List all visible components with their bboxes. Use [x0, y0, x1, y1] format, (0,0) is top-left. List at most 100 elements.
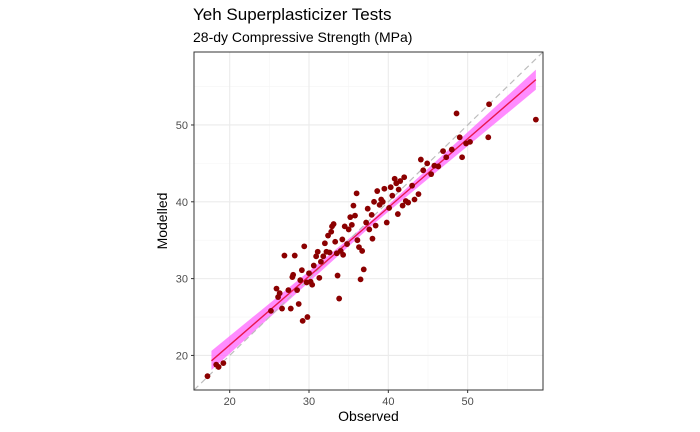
data-point — [275, 294, 281, 300]
data-point — [448, 146, 455, 153]
data-point — [467, 138, 473, 145]
data-point — [318, 258, 324, 265]
data-point — [350, 202, 357, 209]
data-point — [291, 252, 298, 259]
data-point — [359, 248, 366, 254]
data-point — [314, 248, 321, 255]
minor-gridlines — [194, 52, 543, 390]
data-point — [456, 134, 463, 141]
data-point — [485, 134, 492, 141]
data-point — [299, 317, 306, 324]
data-point — [290, 271, 297, 278]
data-point — [330, 221, 337, 227]
data-point — [381, 185, 388, 192]
data-point — [397, 178, 404, 184]
data-point — [298, 267, 305, 274]
y-axis-ticks: 20 30 40 50 — [176, 120, 194, 362]
data-point — [405, 199, 412, 206]
x-axis-ticks: 20 30 40 50 — [224, 390, 474, 408]
data-point — [281, 252, 288, 259]
data-point — [356, 244, 362, 251]
data-point — [341, 223, 348, 230]
data-point — [443, 154, 450, 161]
data-point — [347, 214, 354, 221]
data-point — [420, 167, 427, 174]
data-point — [363, 219, 370, 226]
data-point — [366, 226, 373, 233]
data-point — [297, 277, 304, 284]
data-point — [440, 148, 446, 154]
data-point — [395, 186, 402, 193]
data-point — [301, 243, 308, 250]
data-point — [387, 184, 394, 191]
data-point — [310, 262, 317, 269]
data-point — [304, 314, 311, 320]
x-tick-label: 20 — [224, 396, 236, 408]
data-point — [295, 301, 302, 307]
data-point — [453, 110, 460, 117]
panel-border — [193, 51, 544, 391]
data-point — [320, 253, 327, 260]
data-point — [313, 253, 320, 260]
data-point — [415, 191, 422, 198]
data-point — [215, 364, 222, 370]
data-point — [336, 295, 343, 302]
data-point — [409, 182, 416, 189]
data-points — [204, 101, 539, 380]
data-point — [532, 116, 539, 123]
data-point — [371, 198, 377, 205]
data-point — [372, 222, 379, 229]
y-tick-label: 20 — [176, 350, 188, 362]
data-point — [486, 101, 492, 108]
chart-title: Yeh Superplasticizer Tests — [193, 5, 392, 24]
data-point — [399, 202, 406, 209]
data-point — [287, 305, 294, 312]
data-point — [348, 221, 355, 228]
data-point — [316, 274, 323, 281]
fit-line — [210, 79, 537, 362]
fit-line-layer — [210, 79, 537, 362]
y-tick-label: 50 — [176, 120, 188, 132]
data-point — [369, 235, 376, 242]
data-point — [332, 238, 339, 245]
data-point — [334, 272, 341, 279]
data-point — [339, 236, 346, 243]
x-tick-label: 40 — [382, 396, 394, 408]
data-point — [379, 198, 386, 205]
y-axis-title: Modelled — [154, 193, 170, 250]
data-point — [345, 226, 352, 233]
data-point — [220, 360, 227, 367]
y-tick-label: 40 — [176, 197, 188, 209]
data-point — [268, 307, 274, 314]
data-point — [383, 219, 390, 226]
data-point — [344, 241, 350, 247]
data-point — [326, 249, 333, 256]
data-point — [340, 251, 347, 258]
data-point — [364, 205, 371, 212]
data-point — [352, 212, 358, 219]
x-tick-label: 30 — [303, 396, 315, 408]
data-point — [374, 188, 381, 194]
data-point — [309, 281, 316, 288]
data-point — [386, 205, 393, 211]
data-point — [391, 175, 398, 182]
data-point — [273, 285, 280, 292]
data-point — [354, 237, 361, 244]
data-point — [279, 305, 285, 312]
data-point — [389, 192, 396, 199]
data-point — [368, 211, 375, 218]
data-point — [401, 174, 408, 181]
data-point — [435, 163, 442, 170]
data-point — [417, 156, 424, 163]
data-point — [325, 232, 331, 239]
data-point — [353, 190, 360, 197]
data-point — [204, 373, 211, 380]
data-point — [459, 154, 465, 161]
data-point — [360, 266, 367, 273]
data-point — [321, 240, 328, 247]
data-point — [424, 160, 431, 167]
y-tick-label: 30 — [176, 274, 188, 286]
chart-subtitle: 28-dy Compressive Strength (MPa) — [193, 29, 413, 45]
data-point — [428, 171, 435, 178]
